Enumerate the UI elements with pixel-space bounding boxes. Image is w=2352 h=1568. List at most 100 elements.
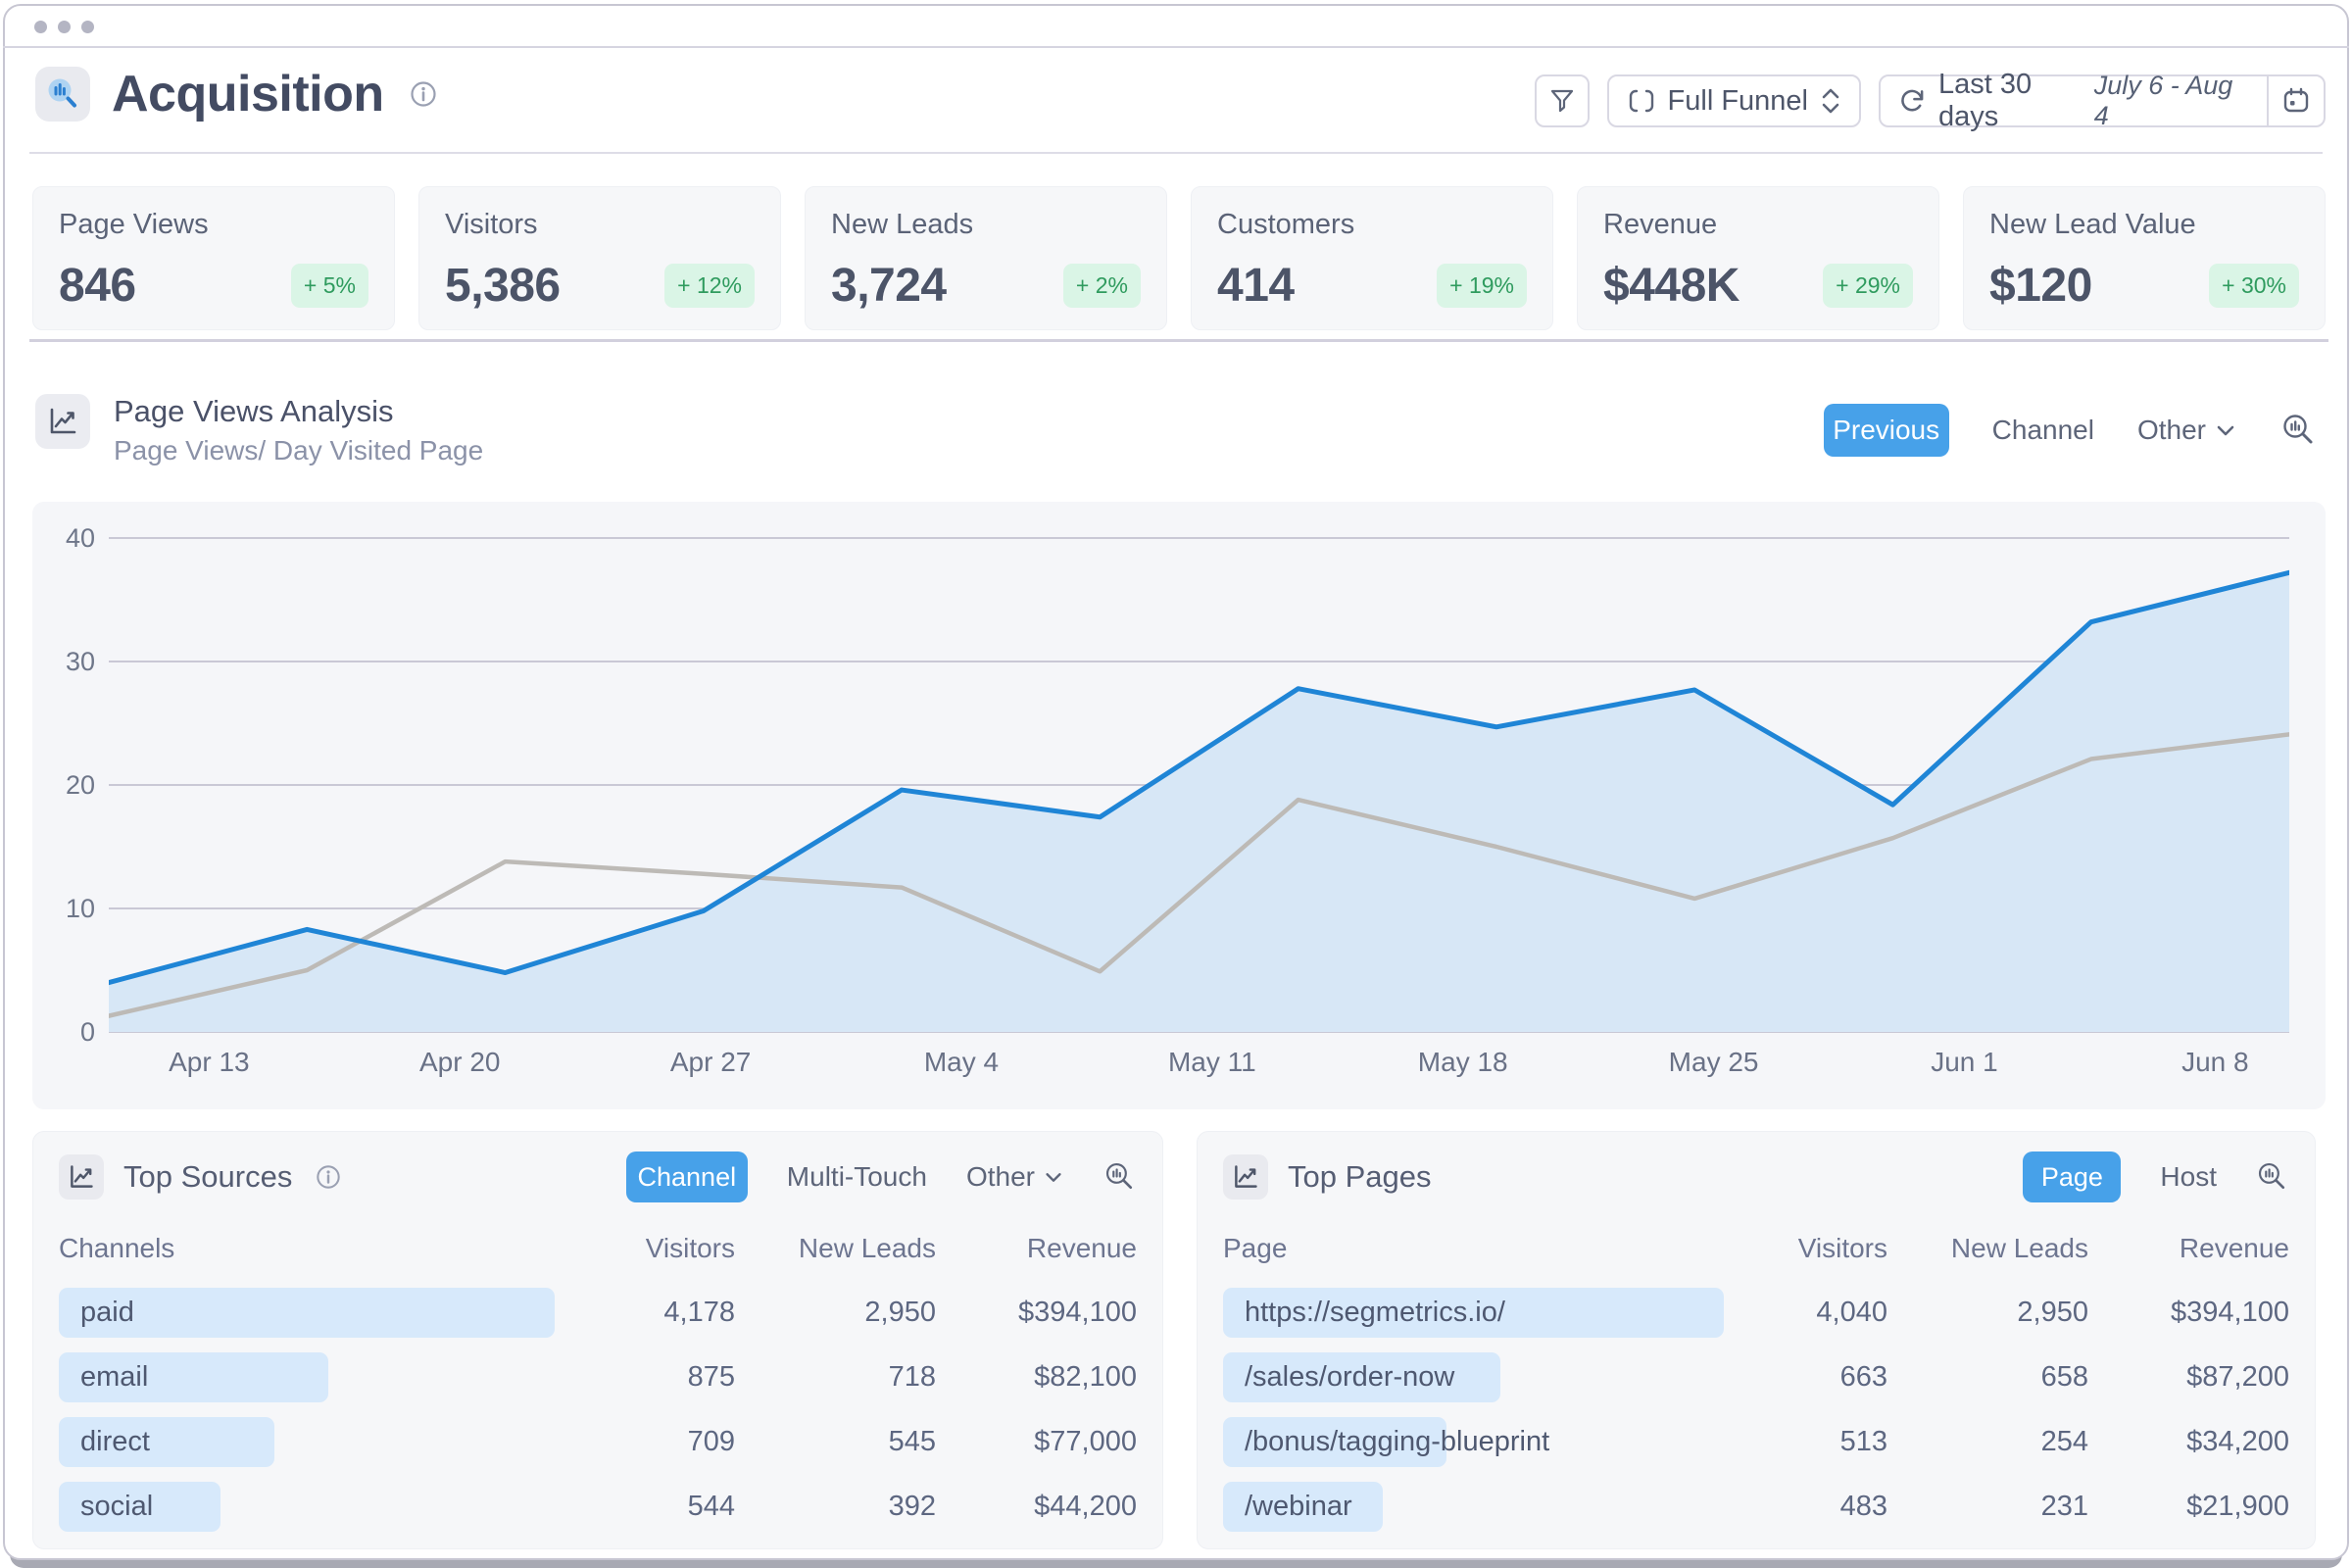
row-visitors: 875 — [687, 1361, 735, 1393]
x-axis-label: Apr 13 — [169, 1047, 250, 1077]
kpi-delta-badge: + 2% — [1062, 264, 1141, 308]
other-dropdown-label: Other — [2136, 415, 2206, 445]
kpi-value: 5,386 — [445, 260, 561, 312]
column-header: Channels — [59, 1233, 175, 1263]
header-controls: Full Funnel Last 30 days July 6 - Aug 4 — [1534, 69, 2326, 132]
row-label: social — [80, 1491, 154, 1522]
kpi-value: 846 — [59, 260, 136, 312]
tab-channel[interactable]: Channel — [1991, 415, 2094, 445]
page-views-chart[interactable]: 0 10 20 30 40 Apr 13 Apr 20 Apr 27 May 4 May 11 Ma… — [32, 502, 2326, 1109]
kpi-label: New Leads — [831, 209, 974, 240]
other-dropdown[interactable]: Other — [2137, 415, 2237, 446]
pages-tab-host[interactable]: Host — [2160, 1161, 2217, 1192]
kpi-row: Page Views 846 + 5% Visitors 5,386 + 12% New L… — [32, 186, 2326, 330]
info-icon[interactable] — [316, 1164, 341, 1190]
y-axis-label: 30 — [65, 647, 95, 676]
sources-rows: paid 4,178 2,950 $394,100 email 875 718 $82,100… — [59, 1288, 1137, 1546]
top-pages-header: Top Pages Page Host — [1223, 1151, 2289, 1203]
line-chart-icon — [59, 1154, 104, 1200]
row-visitors: 513 — [1839, 1426, 1887, 1457]
kpi-value: $120 — [1989, 260, 2092, 312]
row-new-leads: 392 — [888, 1491, 936, 1522]
sources-other-dropdown[interactable]: Other — [966, 1161, 1064, 1193]
kpi-label: Page Views — [59, 209, 209, 240]
table-row[interactable]: direct 709 545 $77,000 — [59, 1417, 1137, 1467]
info-icon[interactable] — [410, 80, 437, 108]
kpi-value: $448K — [1603, 260, 1740, 312]
row-label: https://segmetrics.io/ — [1245, 1297, 1505, 1328]
magnifier-chart-icon — [1105, 1162, 1133, 1190]
kpi-divider — [29, 339, 2328, 342]
row-revenue: $394,100 — [1018, 1297, 1137, 1328]
table-row[interactable]: email 875 718 $82,100 — [59, 1352, 1137, 1402]
y-axis-label: 10 — [65, 894, 95, 923]
column-header: Page — [1223, 1233, 1288, 1263]
window-dot[interactable] — [81, 21, 94, 33]
calendar-button[interactable] — [2269, 86, 2324, 116]
window-dot[interactable] — [34, 21, 47, 33]
row-new-leads: 2,950 — [2017, 1297, 2088, 1328]
row-visitors: 4,178 — [663, 1297, 735, 1328]
row-label: direct — [80, 1426, 150, 1457]
x-axis-label: May 25 — [1668, 1047, 1759, 1077]
row-new-leads: 658 — [2040, 1361, 2088, 1393]
table-row[interactable]: https://segmetrics.io/4,040 2,950 $394,100 — [1223, 1288, 2289, 1338]
magnifier-chart-icon — [2258, 1162, 2285, 1190]
funnel-scope-label: Full Funnel — [1667, 84, 1808, 117]
sources-tab-multitouch[interactable]: Multi-Touch — [786, 1161, 927, 1192]
x-axis-label: Apr 20 — [418, 1047, 501, 1077]
pages-column-headers: Page Visitors New Leads Revenue — [1223, 1233, 2289, 1264]
date-range-picker[interactable]: Last 30 days July 6 - Aug 4 — [1879, 69, 2326, 132]
chart-plot-area[interactable] — [109, 535, 2289, 1035]
row-label: /sales/order-now — [1245, 1361, 1455, 1393]
row-bar — [59, 1482, 220, 1532]
chart-controls: Previous Channel Other — [1823, 404, 2318, 457]
chevron-up-down-icon — [1822, 88, 1839, 114]
sources-zoom-button[interactable] — [1103, 1160, 1137, 1194]
chevron-down-icon — [2217, 425, 2234, 436]
x-axis-label: May 4 — [923, 1047, 1000, 1077]
kpi-delta-badge: + 19% — [1437, 264, 1527, 308]
datebox-divider — [2267, 76, 2270, 125]
sources-tab-channel[interactable]: Channel — [625, 1152, 748, 1202]
top-pages-title: Top Pages — [1288, 1159, 1432, 1194]
x-axis-label: May 11 — [1167, 1047, 1256, 1077]
kpi-card: New Leads 3,724 + 2% — [805, 186, 1167, 330]
column-header: Revenue — [2179, 1233, 2289, 1263]
kpi-delta-badge: + 5% — [290, 264, 368, 308]
window-dot[interactable] — [58, 21, 71, 33]
row-bar — [1223, 1417, 1447, 1467]
column-header: Visitors — [645, 1233, 735, 1263]
chart-zoom-button[interactable] — [2280, 412, 2318, 449]
kpi-delta-badge: + 12% — [664, 264, 755, 308]
kpi-value: 3,724 — [831, 260, 947, 312]
top-sources-header: Top Sources Channel Multi-Touch Other — [59, 1151, 1137, 1203]
kpi-label: New Lead Value — [1989, 209, 2196, 240]
table-row[interactable]: paid 4,178 2,950 $394,100 — [59, 1288, 1137, 1338]
column-header: Visitors — [1797, 1233, 1887, 1263]
previous-toggle-button[interactable]: Previous — [1823, 404, 1949, 457]
row-revenue: $87,200 — [2186, 1361, 2289, 1393]
table-row[interactable]: /webinar 483 231 $21,900 — [1223, 1482, 2289, 1532]
window-dots — [34, 21, 94, 33]
titlebar-divider — [3, 46, 2349, 48]
table-row[interactable]: social 544 392 $44,200 — [59, 1482, 1137, 1532]
row-label: /webinar — [1245, 1491, 1352, 1522]
column-header: New Leads — [798, 1233, 936, 1263]
row-label: paid — [80, 1297, 134, 1328]
top-sources-panel: Top Sources Channel Multi-Touch Other — [32, 1131, 1163, 1549]
filter-button[interactable] — [1534, 74, 1590, 127]
page-views-area-fill — [109, 572, 2289, 1032]
kpi-delta-badge: + 29% — [1823, 264, 1913, 308]
pages-tab-page[interactable]: Page — [2023, 1152, 2122, 1202]
table-row[interactable]: /bonus/tagging-blueprint 513 254 $34,200 — [1223, 1417, 2289, 1467]
row-visitors: 544 — [687, 1491, 735, 1522]
kpi-label: Visitors — [445, 209, 538, 240]
window-titlebar — [3, 4, 2349, 48]
kpi-delta-badge: + 30% — [2209, 264, 2299, 308]
funnel-scope-select[interactable]: Full Funnel — [1606, 74, 1861, 127]
row-visitors: 663 — [1839, 1361, 1887, 1393]
pages-zoom-button[interactable] — [2256, 1160, 2289, 1194]
table-row[interactable]: /sales/order-now 663 658 $87,200 — [1223, 1352, 2289, 1402]
